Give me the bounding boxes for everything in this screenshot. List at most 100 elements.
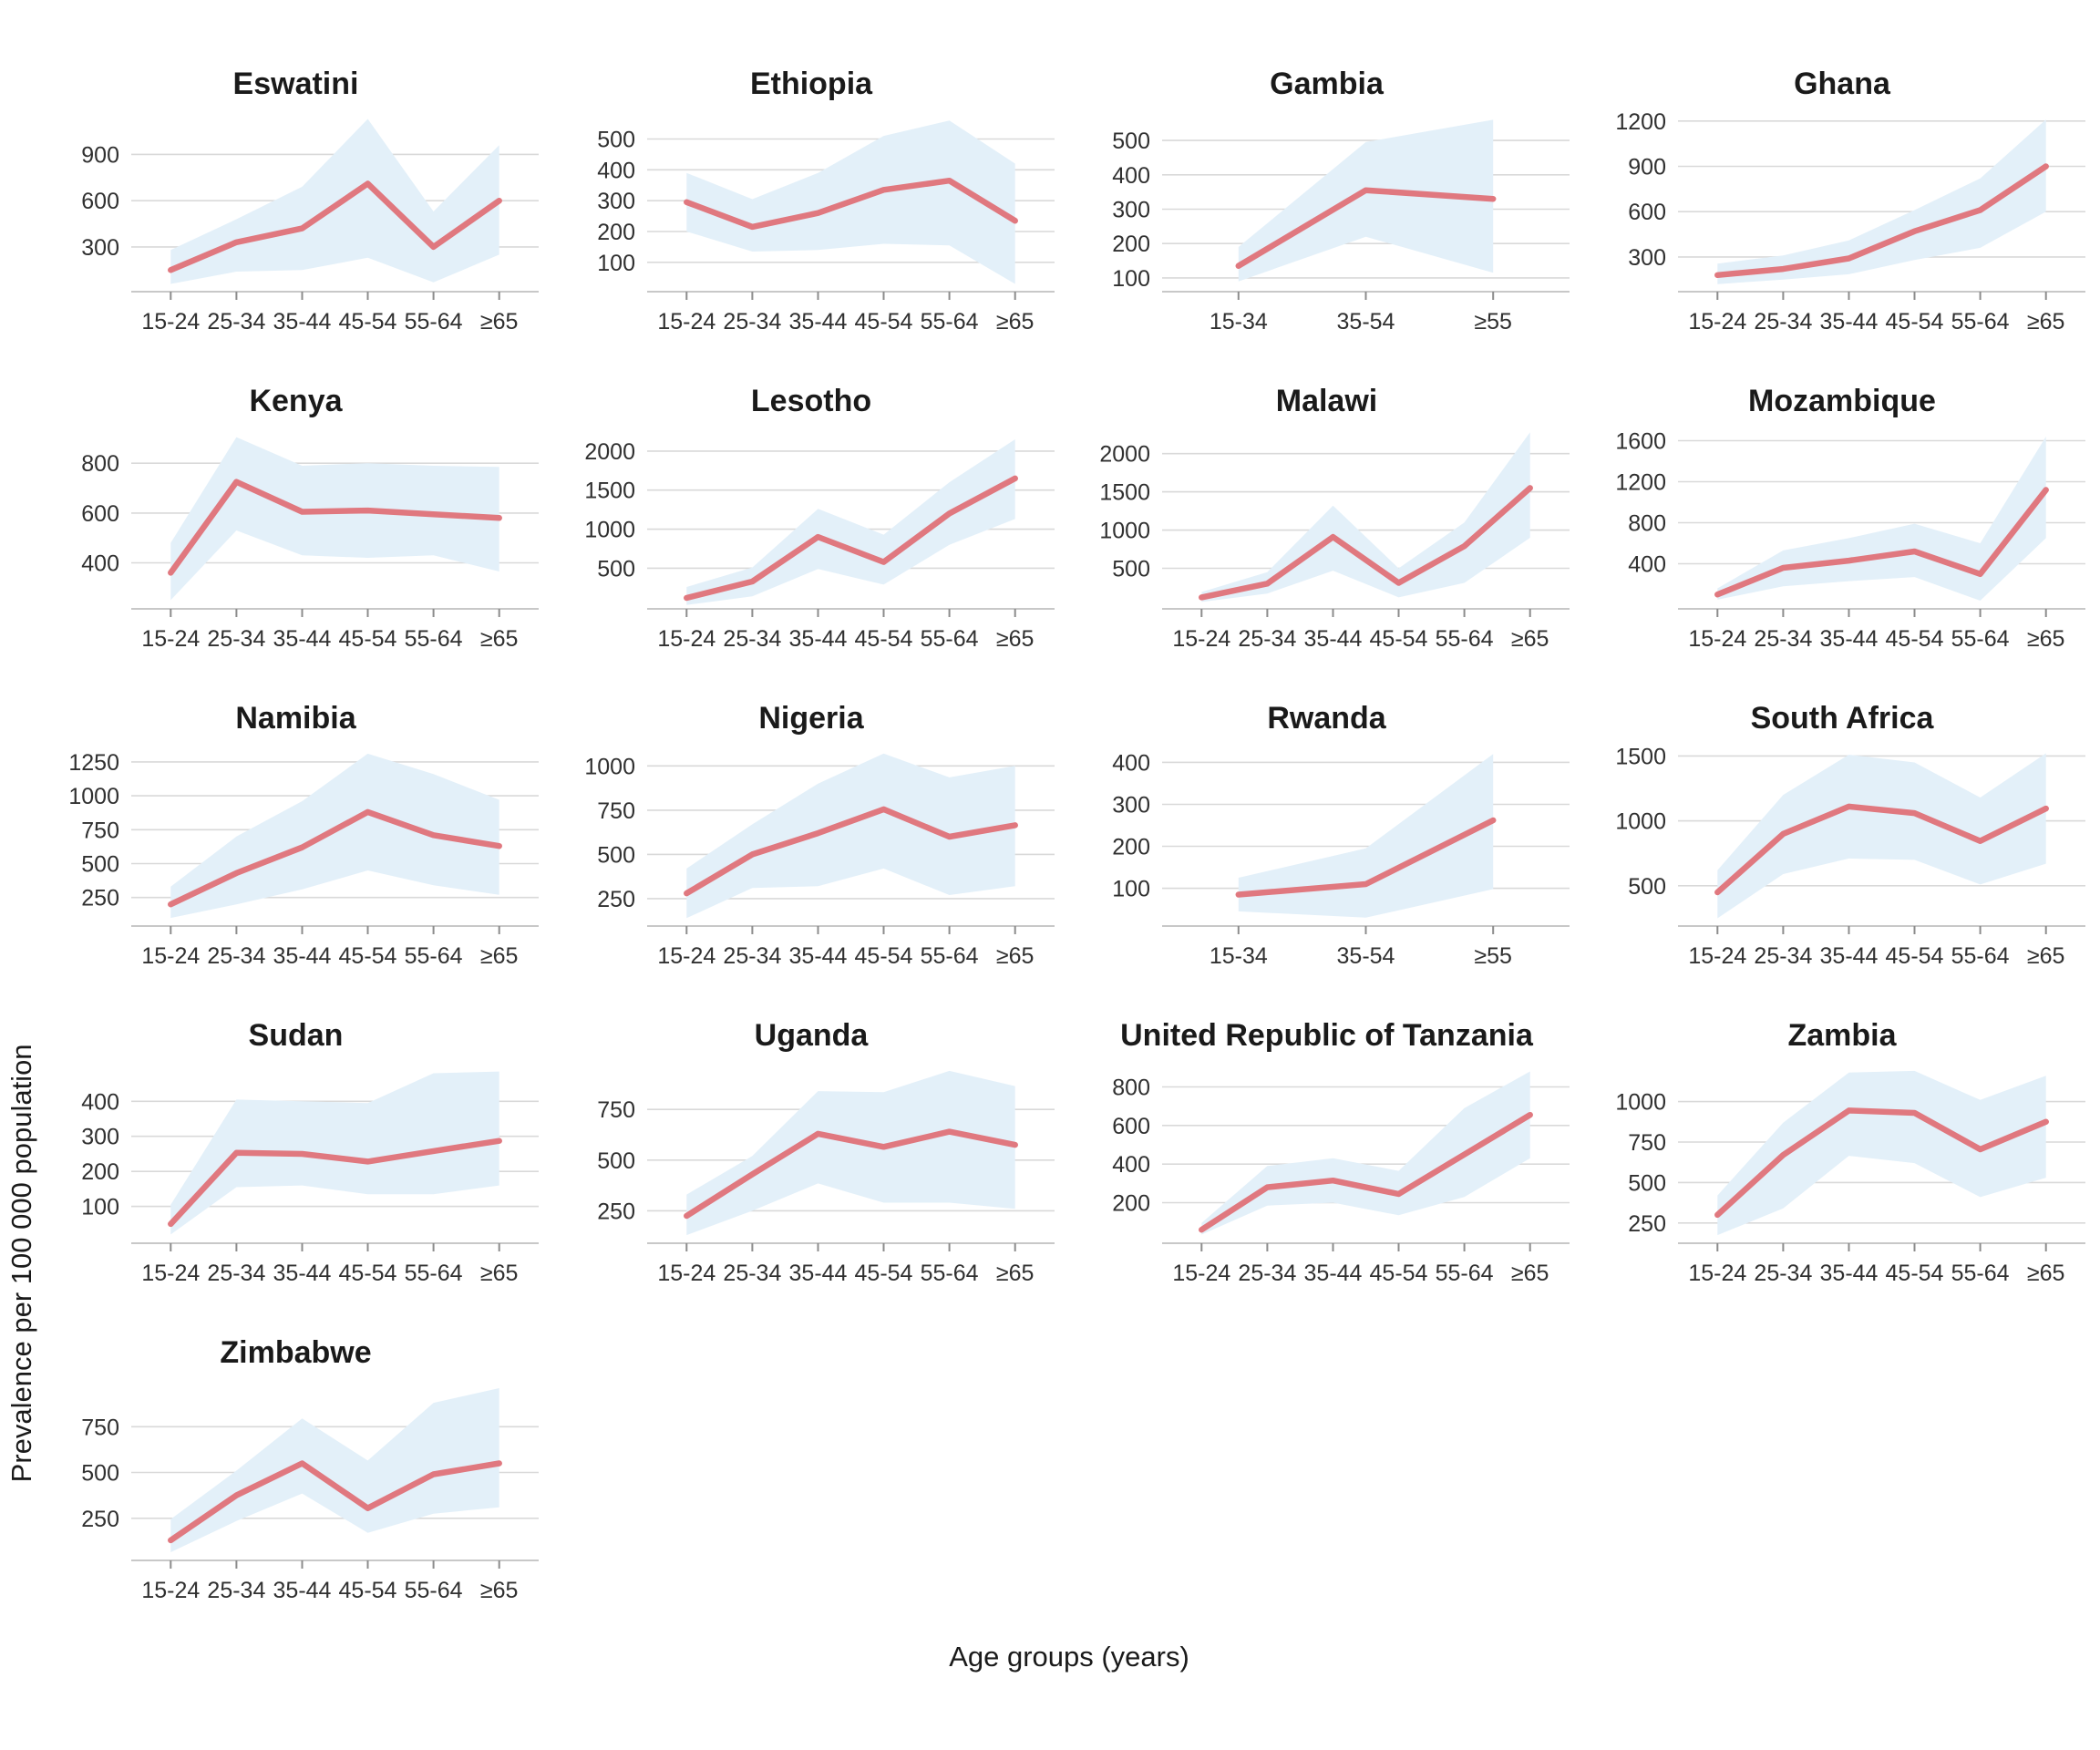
y-tick-label: 1500 [1099,480,1150,506]
x-tick-label: ≥65 [2026,943,2064,969]
x-tick-label: 25-34 [1754,309,1812,335]
y-tick-label: 800 [81,451,119,477]
confidence-band [1201,1071,1530,1235]
x-tick-label: 25-34 [723,309,781,335]
y-tick-label: 100 [81,1195,119,1220]
y-tick-label: 400 [1112,163,1150,189]
panel-lesotho: Lesotho 15-24 25-34 35-44 45-54 55-64 ≥65 500 1… [554,350,1069,667]
y-tick-label: 800 [1628,511,1666,537]
y-tick-label: 600 [81,189,119,214]
y-tick-label: 2000 [1099,442,1150,468]
y-tick-label: 400 [1112,750,1150,776]
panel-title: Sudan [248,1017,344,1053]
panel-zambia: Zambia 15-24 25-34 35-44 45-54 55-64 ≥65 250 50… [1585,984,2100,1302]
x-tick-label: 35-44 [1819,943,1878,969]
prevalence-line [168,1460,502,1544]
panel-title: Namibia [235,700,356,736]
x-tick-label: 45-54 [339,1578,397,1603]
x-tick-label: 15-24 [141,309,200,335]
y-tick-label: 500 [81,852,119,878]
x-tick-label: 15-24 [1688,309,1746,335]
panel-rwanda: Rwanda 15-34 35-54 ≥55 100 200 300 400 [1069,667,1584,984]
x-tick-label: 45-54 [339,626,397,652]
y-tick-label: 500 [597,1148,635,1174]
x-tick-label: 25-34 [207,309,265,335]
x-tick-label: 45-54 [1370,626,1428,652]
panel-ethiopia: Ethiopia 15-24 25-34 35-44 45-54 55-64 ≥65 100… [554,33,1069,350]
x-tick-label: ≥65 [1511,1261,1549,1286]
y-axis-label: Prevalence per 100 000 population [5,1044,37,1483]
x-tick-label: 15-24 [141,943,200,969]
x-tick-label: 45-54 [854,943,912,969]
x-tick-label: 55-64 [1951,1261,2009,1286]
y-tick-label: 600 [1628,200,1666,225]
x-tick-label: 45-54 [339,309,397,335]
x-tick-label: 55-64 [405,943,463,969]
panel-sudan: Sudan 15-24 25-34 35-44 45-54 55-64 ≥65 100 200… [38,984,553,1302]
prevalence-line [1714,803,2049,896]
y-tick-label: 250 [81,1507,119,1532]
x-tick-label: 35-44 [273,1578,332,1603]
panel-plot: 15-24 25-34 35-44 45-54 55-64 ≥65 100 200 300 400 [81,1071,539,1286]
confidence-band [685,753,1015,919]
x-tick-label: ≥65 [2026,309,2064,335]
x-tick-label: 15-24 [1172,626,1230,652]
y-tick-label: 200 [1112,835,1150,860]
y-tick-label: 1250 [68,750,119,776]
x-tick-label: 55-64 [405,626,463,652]
y-tick-label: 750 [597,1097,635,1123]
y-tick-label: 200 [1112,232,1150,257]
y-tick-label: 1000 [584,518,635,543]
x-tick-label: 45-54 [1885,943,1943,969]
prevalence-line [1714,1107,2049,1219]
y-tick-label: 500 [597,842,635,868]
x-tick-label: 35-54 [1337,309,1395,335]
y-tick-label: 250 [1628,1211,1666,1237]
panel-plot: 15-24 25-34 35-44 45-54 55-64 ≥65 300 600 900 [81,118,539,335]
panel-mozambique: Mozambique 15-24 25-34 35-44 45-54 55-64 ≥65 4… [1585,350,2100,667]
y-tick-label: 1500 [1615,744,1666,769]
x-tick-label: 35-44 [1819,309,1878,335]
x-tick-label: 45-54 [1885,309,1943,335]
x-tick-label: 25-34 [207,943,265,969]
prevalence-line [168,808,502,908]
x-tick-label: ≥65 [480,1578,519,1603]
y-tick-label: 1000 [1615,1090,1666,1116]
x-tick-label: ≥65 [995,626,1034,652]
prevalence-line [683,806,1018,897]
x-tick-label: 15-24 [1688,626,1746,652]
panel-plot: 15-34 35-54 ≥55 100 200 300 400 [1112,750,1570,969]
y-tick-label: 750 [1628,1130,1666,1156]
confidence-band [1201,432,1530,602]
x-tick-label: 25-34 [207,1261,265,1286]
x-tick-label: 25-34 [723,1261,781,1286]
x-tick-label: 35-44 [273,943,332,969]
x-tick-label: ≥55 [1474,943,1512,969]
panel-title: Mozambique [1748,383,1936,418]
y-tick-label: 400 [1628,552,1666,578]
confidence-band [1716,119,2046,284]
x-tick-label: 55-64 [1436,1261,1494,1286]
x-tick-label: 45-54 [339,943,397,969]
x-tick-label: 45-54 [854,1261,912,1286]
prevalence-line [1714,487,2049,598]
panel-title: Ghana [1794,66,1890,101]
x-tick-label: 55-64 [1951,626,2009,652]
x-tick-label: ≥65 [1511,626,1549,652]
x-tick-label: ≥65 [2026,626,2064,652]
confidence-band [170,437,499,601]
y-tick-label: 800 [1112,1076,1150,1101]
prevalence-line [1199,1111,1533,1233]
prevalence-line [1199,485,1533,601]
confidence-band [170,753,499,919]
prevalence-line [1235,187,1497,269]
x-tick-label: 35-44 [1304,626,1363,652]
y-tick-label: 500 [1112,129,1150,154]
confidence-band [1238,754,1494,918]
x-tick-label: 15-24 [657,626,715,652]
confidence-band [1238,119,1494,282]
x-tick-label: 45-54 [1885,626,1943,652]
x-tick-label: 25-34 [1238,626,1296,652]
panel-nigeria: Nigeria 15-24 25-34 35-44 45-54 55-64 ≥65 250 5… [554,667,1069,984]
panel-plot: 15-24 25-34 35-44 45-54 55-64 ≥65 300 600 900 120… [1615,109,2085,335]
